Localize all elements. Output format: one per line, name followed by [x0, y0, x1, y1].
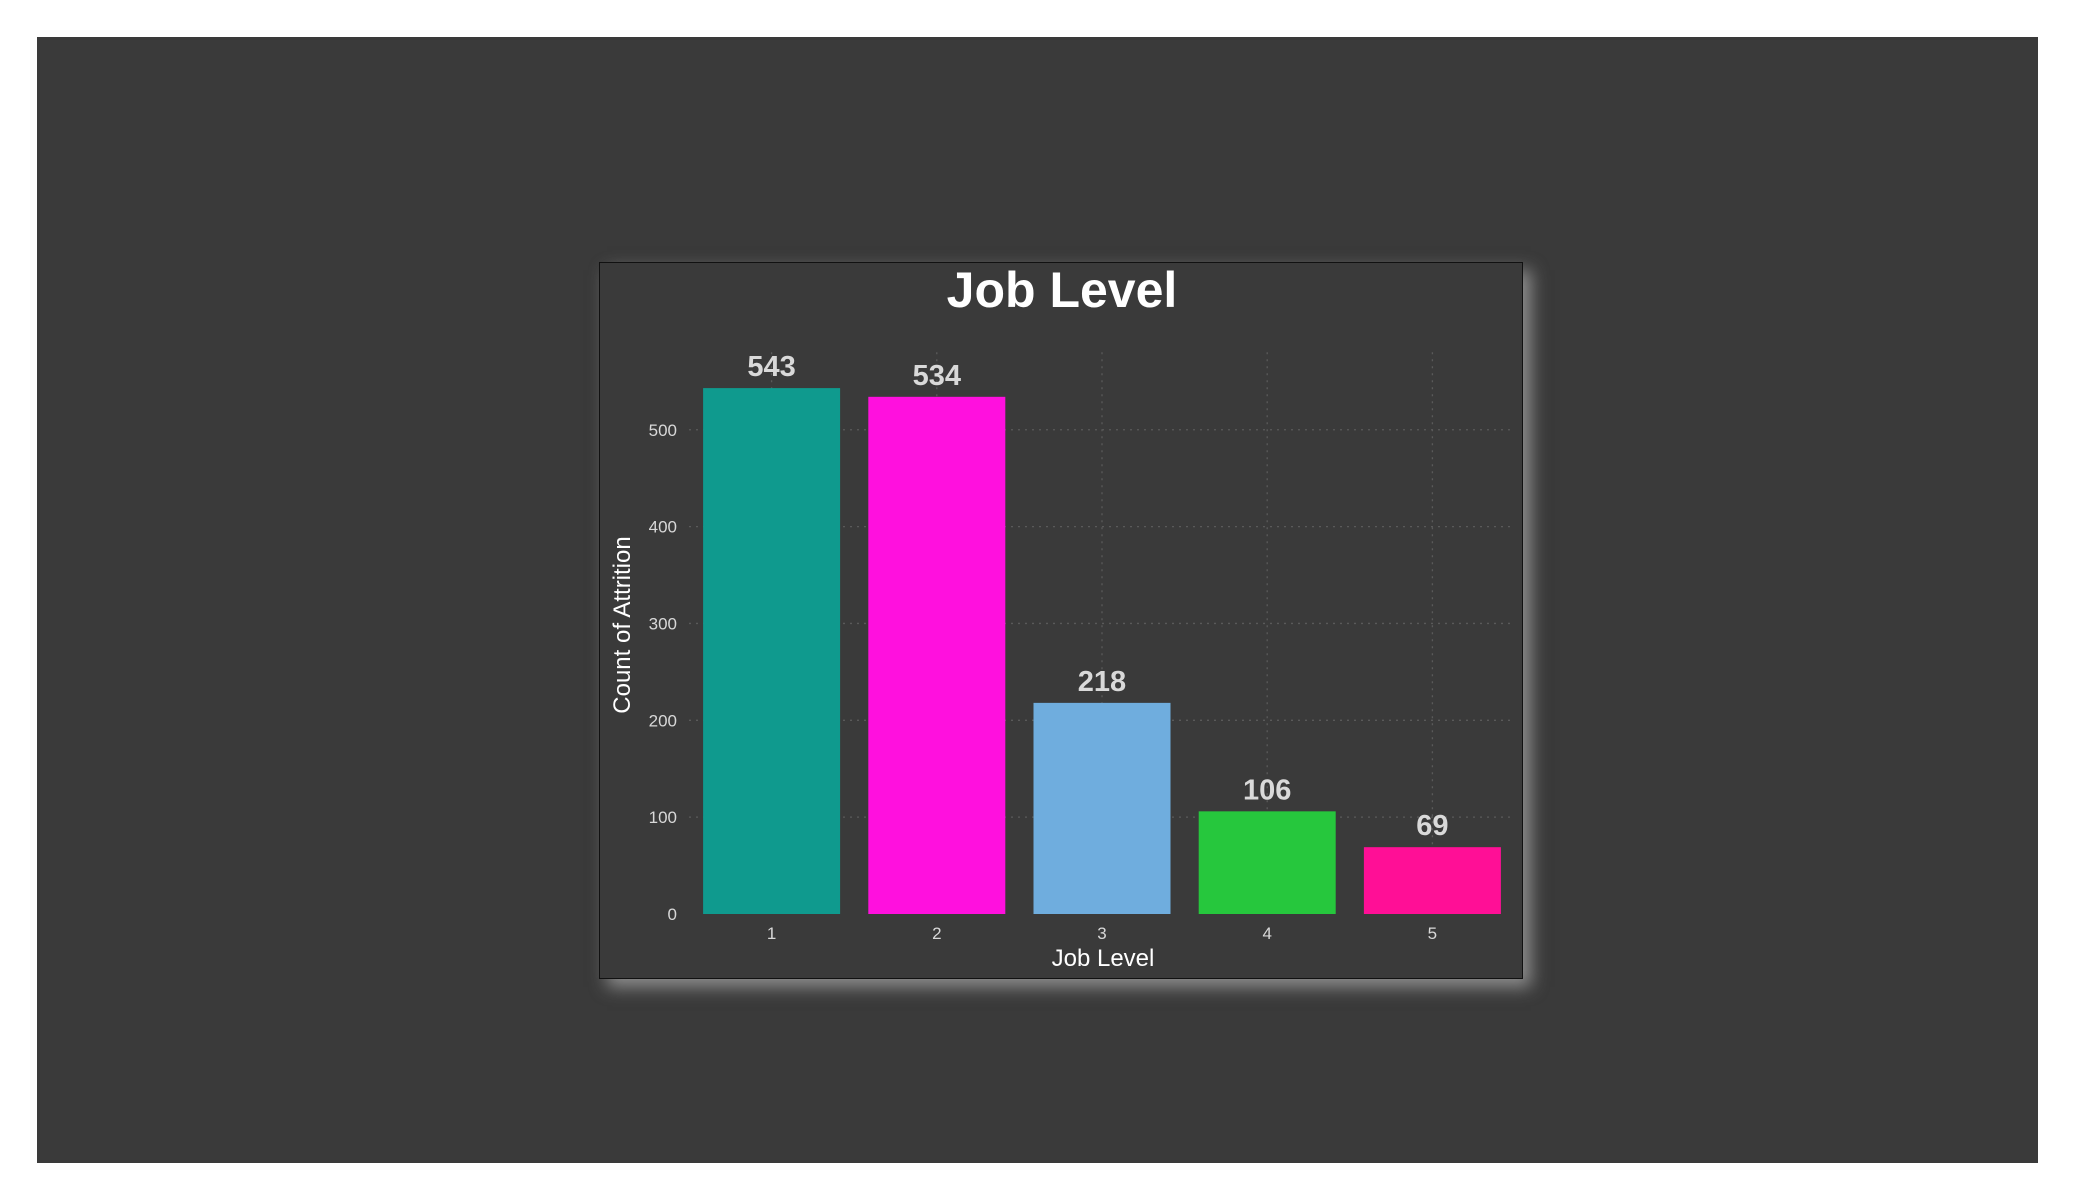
y-axis-title: Count of Attrition: [609, 536, 636, 713]
x-tick-label: 4: [1262, 924, 1271, 943]
y-tick-labels: 0 100 200 300 400 500: [649, 421, 677, 924]
data-labels: 543 534 218 106 69: [747, 351, 1448, 842]
data-label-2: 534: [913, 360, 961, 392]
data-label-3: 218: [1078, 666, 1126, 698]
y-tick-label: 200: [649, 711, 677, 730]
bar-1: [703, 388, 841, 914]
x-tick-labels: 1 2 3 4 5: [767, 924, 1437, 943]
x-tick-label: 2: [932, 924, 941, 943]
y-tick-label: 400: [649, 518, 677, 537]
x-tick-label: 1: [767, 924, 776, 943]
y-tick-label: 100: [649, 808, 677, 827]
bars: [703, 388, 1501, 914]
y-tick-label: 300: [649, 614, 677, 633]
page-background: Job Level Count of Attrition Job Level 0…: [37, 37, 2038, 1163]
chart-card: Job Level Count of Attrition Job Level 0…: [599, 262, 1523, 979]
y-tick-label: 0: [668, 905, 677, 924]
bar-2: [868, 396, 1006, 914]
data-label-4: 106: [1243, 774, 1291, 806]
bar-4: [1198, 811, 1336, 914]
x-tick-label: 5: [1428, 924, 1437, 943]
data-label-5: 69: [1416, 810, 1448, 842]
chart-title: Job Level: [947, 263, 1178, 318]
x-axis-title: Job Level: [1052, 945, 1155, 972]
bar-chart: Job Level Count of Attrition Job Level 0…: [609, 263, 1515, 972]
bar-3: [1033, 702, 1171, 914]
bar-5: [1363, 847, 1501, 914]
x-tick-label: 3: [1097, 924, 1106, 943]
y-tick-label: 500: [649, 421, 677, 440]
data-label-1: 543: [747, 351, 795, 383]
